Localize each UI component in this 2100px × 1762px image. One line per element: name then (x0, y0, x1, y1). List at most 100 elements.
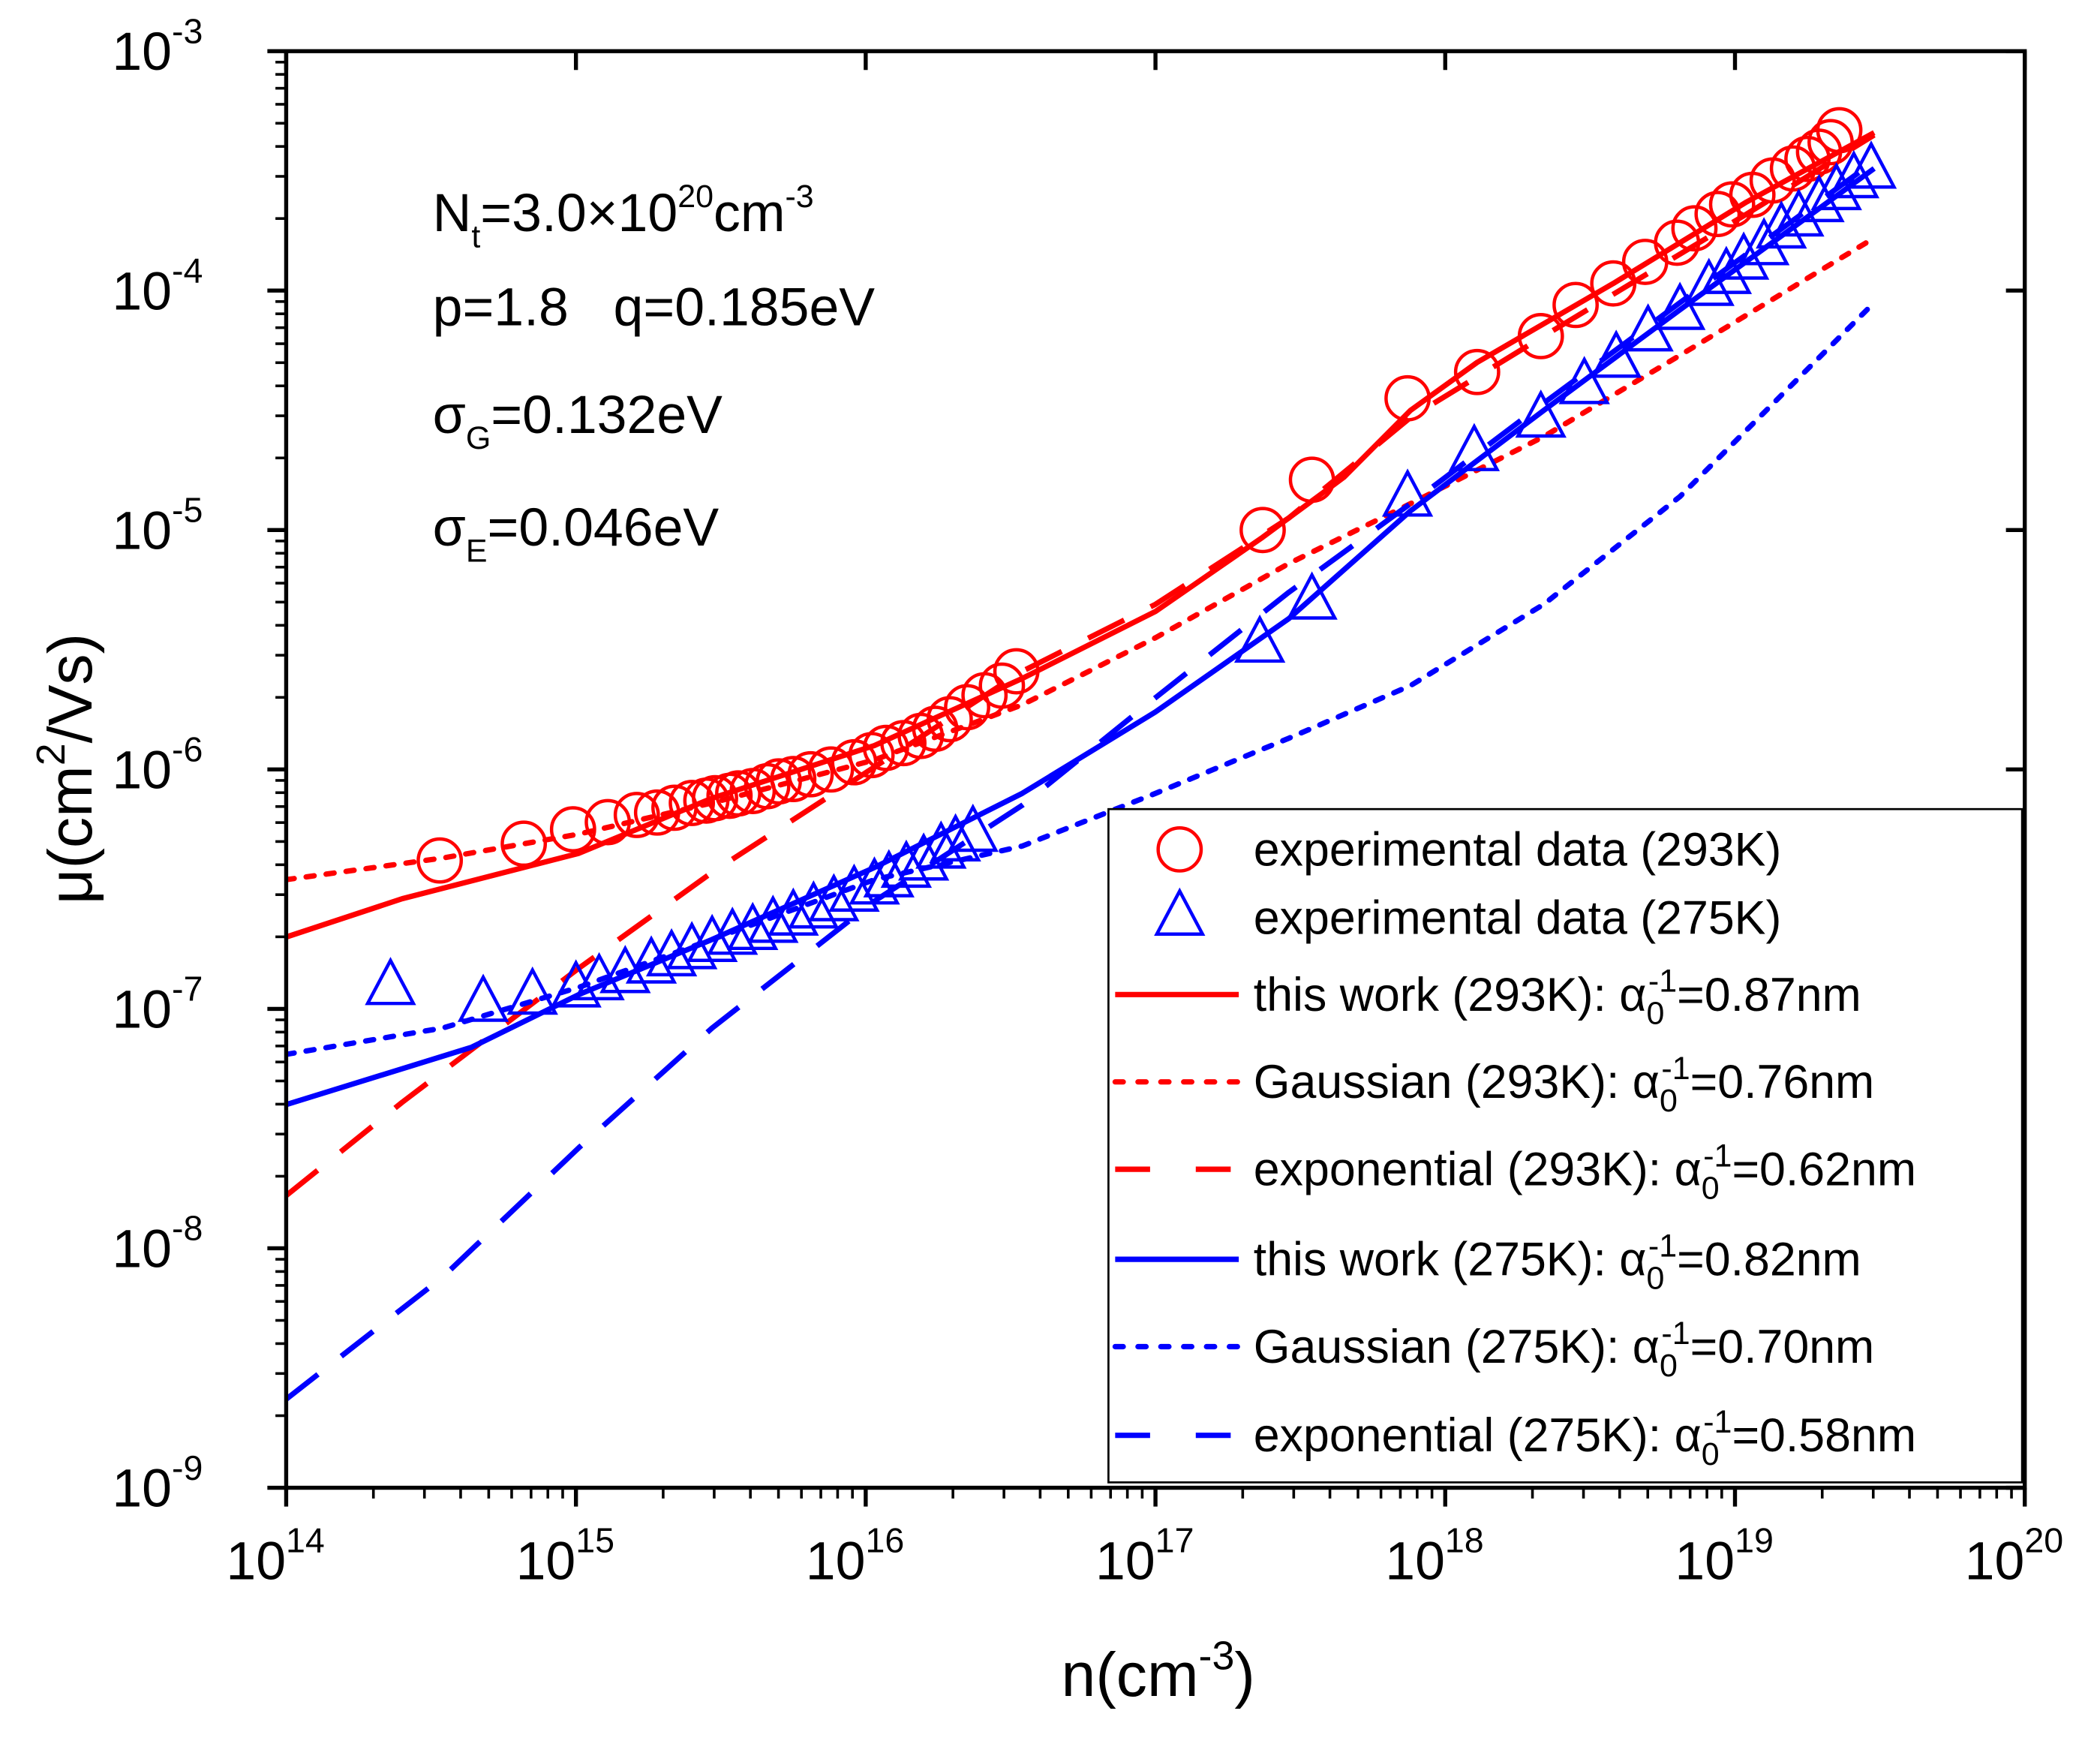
data-point-triangle (1448, 422, 1501, 471)
data-point-triangle (625, 935, 677, 984)
data-point-circle (944, 684, 990, 731)
legend-box (1107, 807, 2023, 1484)
legend-label: exponential (275K): α0-1=0.58nm (1254, 1404, 1916, 1472)
data-point-circle (1807, 119, 1854, 166)
data-point-triangle (686, 913, 738, 963)
legend: experimental data (293K) experimental dat… (1107, 807, 2023, 1484)
x-tick-label: 1020 (1965, 1520, 2063, 1591)
data-point-circle (549, 806, 596, 853)
legend-item: experimental data (275K) (1154, 887, 1782, 945)
legend-label: experimental data (293K) (1254, 823, 1782, 876)
data-point-circle (770, 756, 817, 803)
y-tick-label: 10-4 (112, 251, 203, 322)
data-point-triangle (665, 921, 718, 970)
legend-item: Gaussian (275K): α0-1=0.70nm (1112, 1315, 1874, 1384)
legend-label: experimental data (275K) (1254, 892, 1782, 945)
data-point-triangle (1773, 188, 1825, 237)
data-point-triangle (1286, 571, 1338, 620)
data-point-triangle (1717, 231, 1770, 280)
data-point-circle (692, 774, 738, 822)
legend-label: this work (293K): α0-1=0.87nm (1254, 964, 1861, 1032)
data-point-triangle (828, 863, 880, 913)
data-point-circle (1384, 374, 1431, 422)
legend-marker-circle (1156, 826, 1203, 873)
data-point-circle (613, 792, 660, 838)
data-point-circle (1784, 135, 1831, 182)
annotation-sigma-g: σG=0.132eV (433, 385, 723, 456)
legend-item: Gaussian (293K): α0-1=0.76nm (1112, 1051, 1874, 1119)
data-point-triangle (707, 907, 759, 955)
data-point-triangle (645, 928, 698, 977)
data-point-triangle (1590, 329, 1642, 378)
annotation-nt: Nt=3.0×1020cm-3 (433, 179, 814, 255)
x-tick-label: 1017 (1095, 1520, 1194, 1591)
data-point-triangle (506, 966, 558, 1015)
annotation-pq: p=1.8 q=0.185eV (433, 278, 876, 338)
data-point-circle (756, 758, 802, 805)
data-point-circle (1517, 312, 1564, 359)
data-point-triangle (1756, 200, 1807, 249)
annotation-block: Nt=3.0×1020cm-3 p=1.8 q=0.185eV σG=0.132… (433, 179, 876, 570)
legend-item: exponential (275K): α0-1=0.58nm (1115, 1404, 1916, 1472)
data-point-triangle (747, 895, 799, 943)
data-point-circle (1453, 348, 1501, 395)
data-point-circle (1694, 191, 1741, 238)
data-point-triangle (808, 873, 860, 922)
data-point-triangle (1683, 257, 1735, 306)
data-point-triangle (550, 959, 602, 1008)
legend-item: exponential (293K): α0-1=0.62nm (1115, 1138, 1916, 1207)
data-point-circle (787, 750, 834, 798)
data-point-circle (1654, 219, 1701, 266)
data-point-circle (1552, 281, 1599, 329)
data-point-triangle (1738, 217, 1790, 266)
legend-marker-triangle (1154, 887, 1206, 936)
data-point-triangle (1828, 149, 1880, 199)
data-point-circle (633, 789, 680, 836)
data-point-triangle (1700, 245, 1753, 294)
data-point-triangle (863, 849, 915, 898)
axis-ticks: 1014 1015 1016 1017 1018 1019 1020 10-9 10-8 10-7… (112, 11, 2063, 1591)
legend-label: Gaussian (275K): α0-1=0.70nm (1254, 1315, 1874, 1384)
data-point-circle (500, 820, 548, 867)
data-point-circle (1708, 181, 1756, 228)
y-tick-label: 10-9 (112, 1448, 203, 1519)
data-point-circle (978, 662, 1026, 709)
y-tick-label: 10-5 (112, 491, 203, 561)
x-tick-label: 1016 (806, 1520, 904, 1591)
data-point-circle (993, 648, 1040, 695)
data-point-triangle (365, 957, 416, 1006)
data-point-triangle (1793, 173, 1845, 223)
data-point-circle (584, 798, 632, 846)
legend-label: this work (275K): α0-1=0.82nm (1254, 1228, 1861, 1297)
data-point-circle (1769, 145, 1816, 192)
data-point-triangle (1233, 614, 1286, 663)
legend-item: experimental data (293K) (1156, 823, 1782, 876)
y-axis-title: μ(cm2/Vs) (29, 633, 105, 904)
data-point-triangle (1381, 468, 1434, 517)
data-point-circle (1288, 456, 1335, 504)
data-point-triangle (457, 973, 509, 1022)
data-point-circle (912, 705, 959, 753)
y-tick-label: 10-7 (112, 970, 203, 1040)
data-point-triangle (1654, 281, 1706, 330)
legend-item: this work (275K): α0-1=0.82nm (1115, 1228, 1861, 1297)
series-line-dotted-3 (286, 235, 1877, 883)
series-line-dotted-6 (286, 299, 1877, 1057)
data-point-circle (668, 780, 716, 826)
data-point-triangle (788, 880, 840, 929)
legend-label: exponential (293K): α0-1=0.62nm (1254, 1138, 1916, 1207)
data-point-circle (1590, 260, 1637, 307)
data-point-circle (416, 837, 464, 884)
data-point-triangle (947, 803, 999, 852)
y-tick-label: 10-3 (112, 11, 203, 82)
data-point-triangle (1845, 140, 1897, 189)
data-point-triangle (1515, 389, 1567, 438)
y-tick-label: 10-8 (112, 1209, 203, 1279)
x-tick-label: 1014 (226, 1520, 324, 1591)
legend-label: Gaussian (293K): α0-1=0.76nm (1254, 1051, 1874, 1119)
plot-marks (286, 107, 1897, 1402)
series-line-dashed-4 (286, 132, 1876, 1198)
data-point-circle (926, 696, 973, 743)
x-axis-title: n(cm-3) (1062, 1633, 1255, 1709)
